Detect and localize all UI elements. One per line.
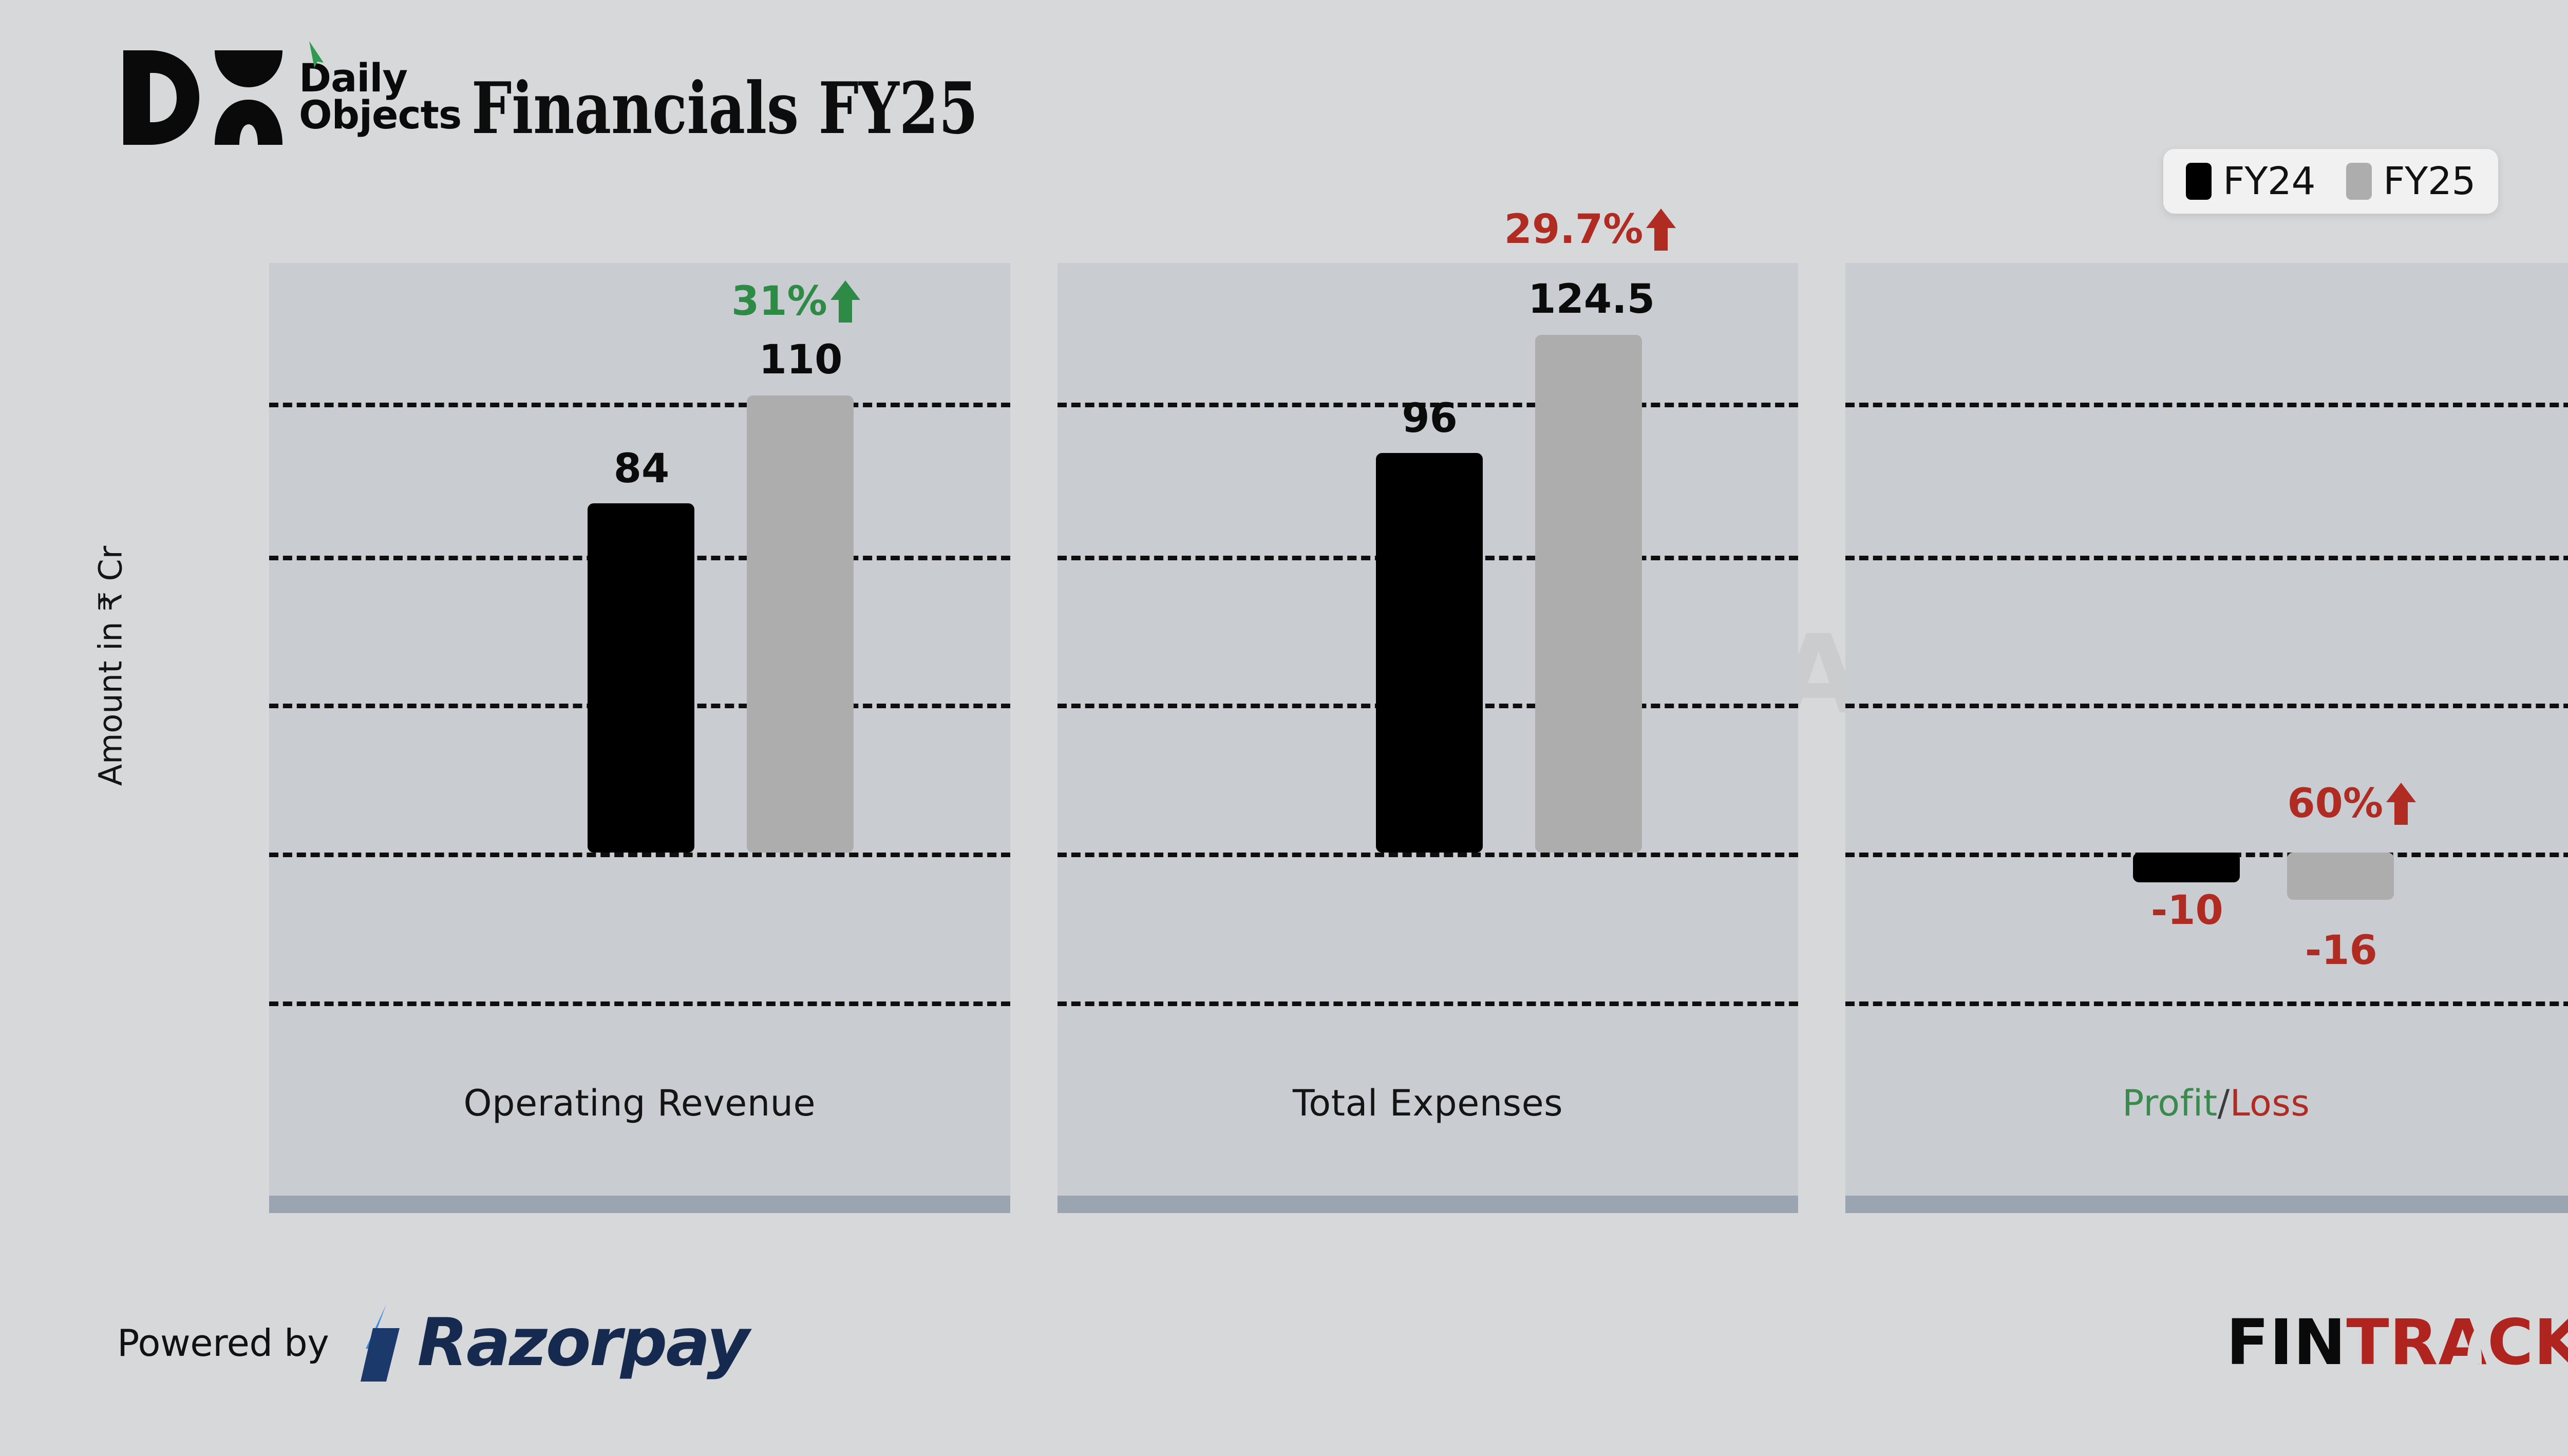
panel-baseline [1845, 1196, 2568, 1213]
bars-profit-loss: -10 -16 60% [1845, 263, 2568, 1159]
bar-fy25-total-expenses[interactable] [1535, 335, 1642, 853]
bar-fy24-total-expenses[interactable] [1375, 453, 1483, 853]
legend-label-fy24: FY24 [2223, 159, 2316, 203]
delta-value-operating-revenue: 31% [731, 278, 827, 325]
panel-caption-separator: / [2217, 1082, 2230, 1124]
panel-plot-total-expenses: 96 124.5 29.7% [1057, 209, 1799, 1159]
cursor-icon [309, 41, 324, 68]
panel-operating-revenue: 84 110 31% Operating Revenue [269, 263, 1010, 1213]
brand-lockup: Daily Objects [118, 46, 462, 149]
legend-swatch-fy24-icon [2186, 163, 2212, 200]
bar-value-fy24-profit-loss: -10 [2150, 887, 2223, 934]
powered-by-label: Powered by [117, 1321, 329, 1365]
brand-name-line2: Objects [299, 92, 462, 138]
bar-fy25-profit-loss[interactable] [2287, 853, 2394, 900]
legend-item-fy25[interactable]: FY25 [2346, 162, 2476, 200]
panel-footer-operating-revenue: Operating Revenue [269, 1082, 1010, 1213]
arrow-up-icon [1646, 209, 1676, 251]
panel-footer-total-expenses: Total Expenses [1057, 1082, 1799, 1213]
brand-name-line1: Daily [299, 54, 408, 101]
legend-swatch-fy25-icon [2346, 163, 2372, 200]
panel-plot-operating-revenue: 84 110 31% [269, 263, 1010, 1159]
razorpay-wordmark: Razorpay [417, 1304, 749, 1381]
panel-caption-loss: Loss [2230, 1082, 2310, 1124]
fintrackr-fin: FIN [2226, 1306, 2347, 1379]
bar-fy24-operating-revenue[interactable] [588, 503, 694, 853]
bar-fy24-profit-loss[interactable] [2133, 853, 2240, 882]
arrow-up-icon [2386, 783, 2416, 825]
header: Daily Objects Financials FY25 [118, 46, 1105, 149]
panel-profit-loss: -10 -16 60% Profit/Loss [1845, 263, 2568, 1213]
legend-item-fy24[interactable]: FY24 [2186, 159, 2316, 203]
bar-value-fy24-total-expenses: 96 [1402, 395, 1458, 442]
fintrackr-trackr: TRACKR [2346, 1311, 2568, 1374]
panel-total-expenses: 96 124.5 29.7% Total Expenses [1057, 209, 1799, 1213]
fintrackr-trackr-text: TRACKR [2346, 1306, 2568, 1379]
page-title: Financials FY25 [471, 66, 978, 150]
rocket-icon [2467, 1330, 2482, 1370]
y-axis-label: Amount in ₹ Cr [91, 545, 129, 786]
panel-caption-profit: Profit [2122, 1082, 2218, 1124]
legend-label-fy25: FY25 [2383, 159, 2476, 203]
delta-value-profit-loss: 60% [2287, 781, 2384, 827]
panel-caption-operating-revenue: Operating Revenue [463, 1082, 816, 1124]
panel-baseline [269, 1196, 1010, 1213]
bar-fy25-operating-revenue[interactable] [747, 395, 854, 853]
panel-caption-total-expenses: Total Expenses [1292, 1082, 1563, 1124]
footer-powered-by: Powered by Razorpay [117, 1304, 749, 1382]
delta-badge-total-expenses: 29.7% [1504, 207, 1677, 252]
panel-plot-profit-loss: -10 -16 60% [1845, 263, 2568, 1159]
bar-value-fy25-operating-revenue: 110 [759, 337, 843, 383]
arrow-up-icon [830, 280, 860, 323]
delta-value-total-expenses: 29.7% [1504, 206, 1644, 253]
panel-caption-profit-loss: Profit/Loss [1845, 1082, 2568, 1124]
bar-value-fy24-operating-revenue: 84 [613, 446, 670, 492]
brand-name: Daily Objects [299, 54, 462, 138]
legend[interactable]: FY24 FY25 [2163, 149, 2498, 214]
plot-area: 84 110 31% Operating Revenue [269, 209, 2568, 1213]
dailyobjects-logo-icon [123, 50, 282, 145]
bar-value-fy25-total-expenses: 124.5 [1528, 276, 1655, 323]
fintrackr-logo: FIN TRACKR [2226, 1311, 2568, 1374]
panel-baseline [1057, 1196, 1799, 1213]
panel-footer-profit-loss: Profit/Loss [1845, 1082, 2568, 1213]
bars-operating-revenue: 84 110 31% [269, 263, 1010, 1159]
bars-total-expenses: 96 124.5 29.7% [1058, 209, 1799, 1159]
razorpay-logo-icon [361, 1304, 400, 1382]
bar-value-fy25-profit-loss: -16 [2305, 928, 2377, 974]
delta-badge-profit-loss: 60% [2287, 782, 2417, 826]
razorpay-logo: Razorpay [350, 1304, 749, 1382]
delta-badge-operating-revenue: 31% [731, 279, 861, 324]
